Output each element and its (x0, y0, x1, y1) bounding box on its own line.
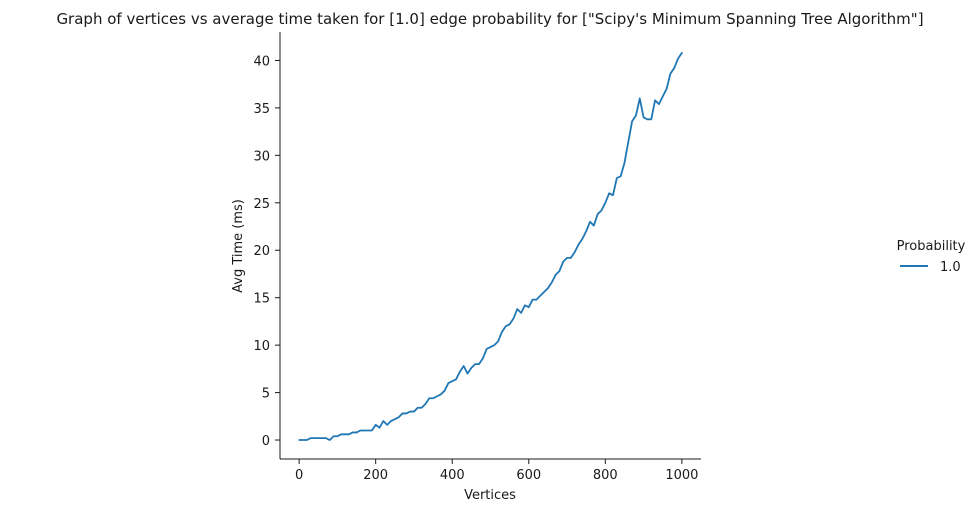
y-tick-label: 20 (253, 244, 270, 259)
series-line-0 (298, 51, 683, 441)
x-axis-label: Vertices (464, 488, 516, 503)
legend: Probability 1.0 (897, 239, 966, 275)
x-tick-label: 800 (593, 468, 618, 483)
x-tick-label: 0 (295, 468, 303, 483)
y-tick-label: 0 (262, 434, 270, 449)
legend-title: Probability (897, 239, 966, 254)
y-tick-label: 30 (253, 149, 270, 164)
series-layer (298, 51, 683, 441)
legend-entry-label: 1.0 (940, 260, 961, 275)
y-tick-label: 25 (253, 197, 270, 212)
y-tick-label: 5 (262, 387, 270, 402)
x-tick-label: 400 (440, 468, 465, 483)
x-tick-label: 1000 (665, 468, 698, 483)
y-tick-label: 35 (253, 102, 270, 117)
x-tick-label: 200 (363, 468, 388, 483)
y-tick-label: 10 (253, 339, 270, 354)
y-axis-ticks: 0 5 10 15 20 25 30 35 40 (253, 54, 280, 449)
y-tick-label: 40 (253, 54, 270, 69)
x-axis-ticks: 0 200 400 600 800 1000 (295, 459, 698, 483)
chart-title: Graph of vertices vs average time taken … (56, 10, 923, 28)
x-tick-label: 600 (516, 468, 541, 483)
plot-axes: 0 200 400 600 800 1000 0 5 10 15 20 25 30 35 40 (253, 32, 701, 483)
y-tick-label: 15 (253, 292, 270, 307)
y-axis-label: Avg Time (ms) (231, 199, 246, 293)
